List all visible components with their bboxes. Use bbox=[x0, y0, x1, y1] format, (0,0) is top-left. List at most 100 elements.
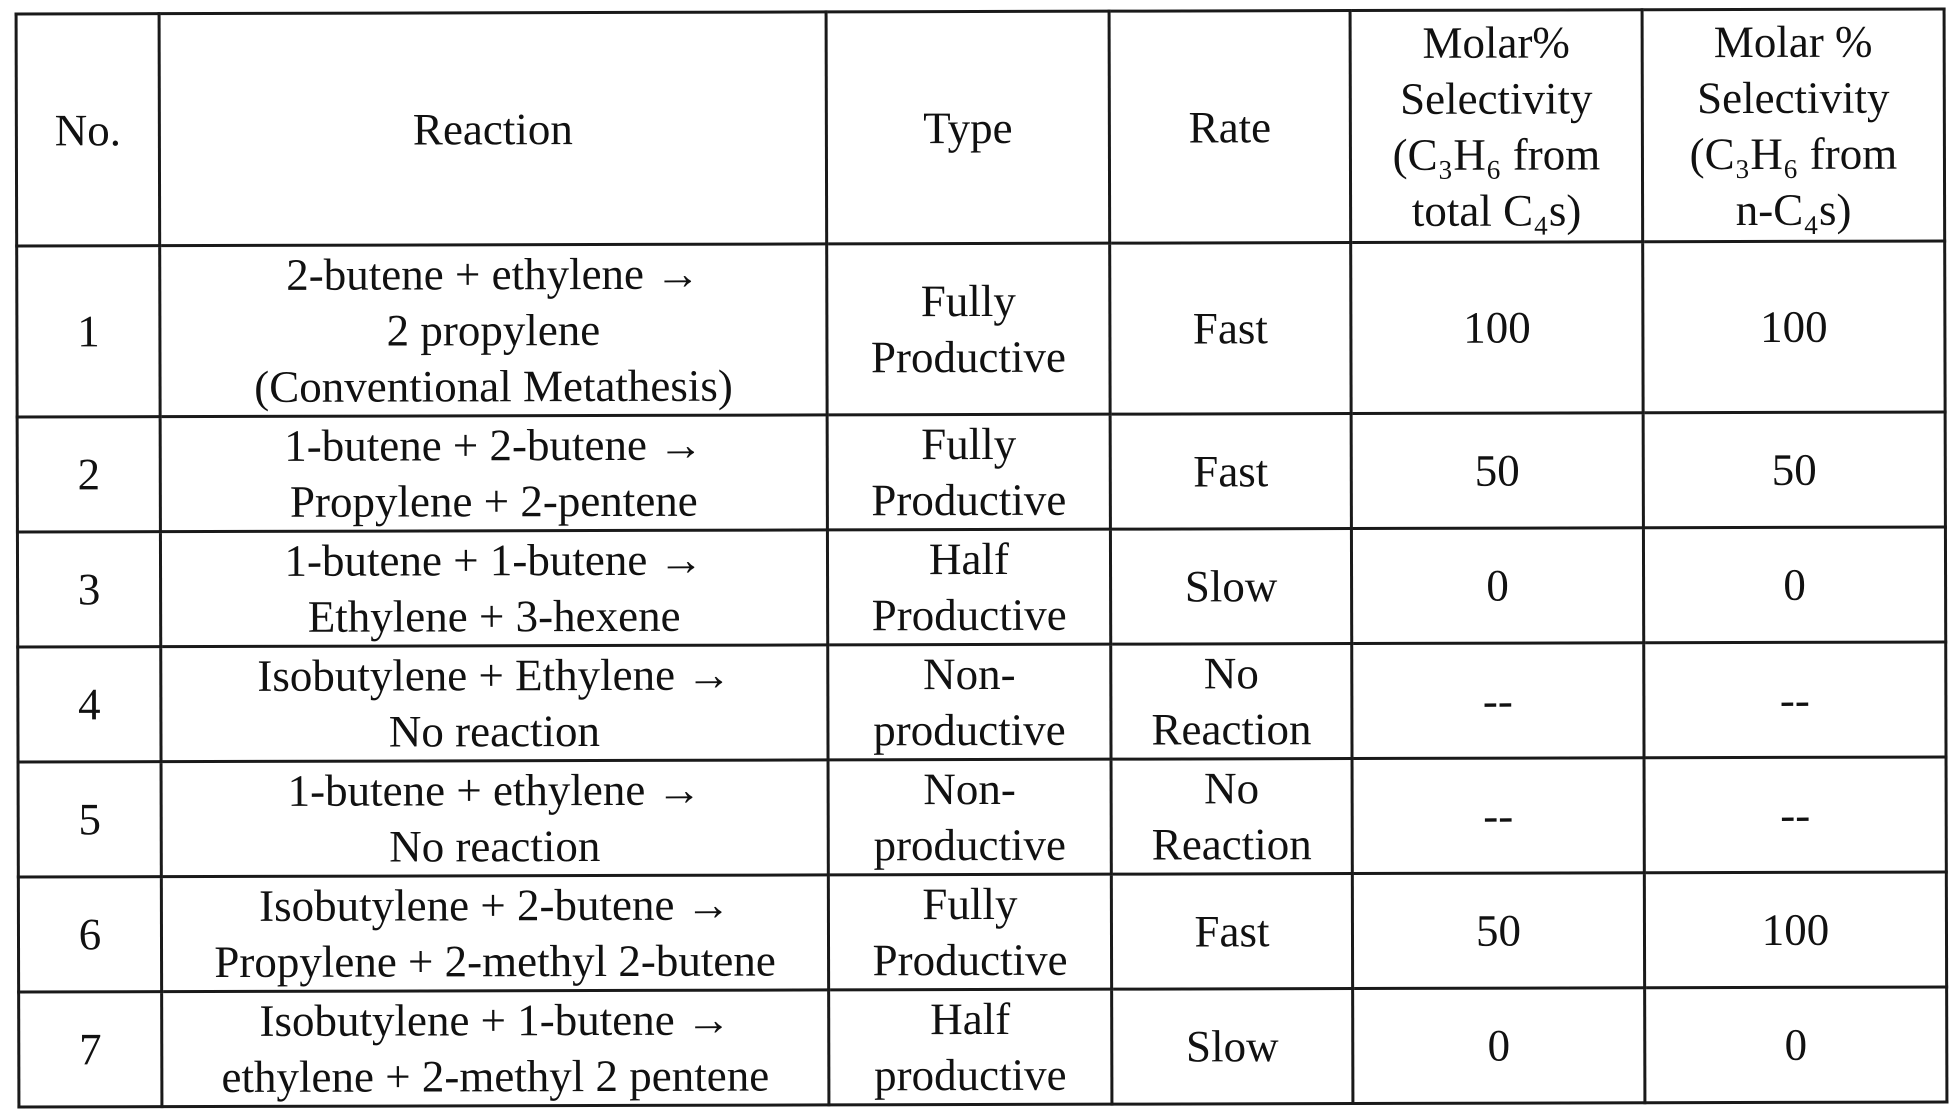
reaction-line: No reaction bbox=[389, 820, 601, 872]
rate-line: Fast bbox=[1193, 446, 1269, 497]
cell-reaction: Isobutylene + Ethylene → No reaction bbox=[160, 644, 829, 762]
cell-rate: Fast bbox=[1109, 242, 1352, 415]
table-row: 5 1-butene + ethylene → No reaction Non-… bbox=[18, 756, 1947, 878]
document-page: No. Reaction Type Rate Molar% Selectivit… bbox=[16, 8, 1947, 1108]
rate-line: No bbox=[1203, 648, 1259, 699]
type-line: productive bbox=[873, 704, 1066, 756]
type-line: productive bbox=[874, 1049, 1067, 1101]
cell-selectivity-n: 0 bbox=[1644, 986, 1947, 1103]
cell-no: 7 bbox=[18, 991, 162, 1108]
header-rate: Rate bbox=[1109, 10, 1351, 244]
cell-rate: Slow bbox=[1110, 528, 1352, 645]
header-selectivity-n: Molar % Selectivity (C₃H₆ from n-C₄s) bbox=[1642, 8, 1945, 242]
header-no: No. bbox=[16, 13, 160, 247]
cell-no: 2 bbox=[17, 416, 161, 533]
cell-rate: No Reaction bbox=[1110, 643, 1353, 760]
reaction-line: Propylene + 2-pentene bbox=[289, 475, 698, 527]
reaction-line: Isobutylene + Ethylene → bbox=[257, 649, 732, 701]
cell-no: 5 bbox=[18, 761, 162, 878]
cell-selectivity-n: -- bbox=[1644, 756, 1947, 873]
cell-selectivity-n: 0 bbox=[1643, 526, 1946, 643]
reaction-line: Ethylene + 3-hexene bbox=[307, 590, 681, 642]
cell-selectivity-total: -- bbox=[1352, 757, 1645, 874]
rate-line: Reaction bbox=[1151, 704, 1312, 755]
table-row: 3 1-butene + 1-butene → Ethylene + 3-hex… bbox=[17, 526, 1946, 648]
type-line: Half bbox=[930, 993, 1011, 1045]
cell-rate: No Reaction bbox=[1111, 758, 1353, 875]
header-line: Molar% bbox=[1422, 16, 1570, 68]
reaction-line: 1-butene + 2-butene → bbox=[284, 419, 704, 471]
reaction-line: 1-butene + 1-butene → bbox=[284, 534, 704, 586]
reaction-line: Propylene + 2-methyl 2-butene bbox=[214, 935, 776, 988]
cell-selectivity-total: 0 bbox=[1351, 527, 1644, 644]
header-reaction: Reaction bbox=[159, 11, 827, 246]
header-line: (C₃H₆ from bbox=[1689, 128, 1898, 179]
cell-type: Non- productive bbox=[828, 759, 1112, 875]
reaction-line: 1-butene + ethylene → bbox=[287, 764, 702, 816]
type-line: Fully bbox=[922, 878, 1018, 930]
reaction-line: 2-butene + ethylene → bbox=[286, 248, 701, 300]
table-row: 7 Isobutylene + 1-butene → ethylene + 2-… bbox=[18, 986, 1947, 1108]
type-line: Productive bbox=[870, 331, 1067, 383]
rate-line: Fast bbox=[1192, 303, 1268, 354]
table-row: 2 1-butene + 2-butene → Propylene + 2-pe… bbox=[17, 411, 1946, 533]
header-line: (C₃H₆ from bbox=[1392, 128, 1601, 180]
type-line: Non- bbox=[923, 763, 1016, 815]
cell-type: Fully Productive bbox=[828, 874, 1112, 990]
rate-line: Slow bbox=[1185, 1021, 1279, 1072]
cell-type: Half productive bbox=[828, 989, 1112, 1105]
cell-selectivity-n: -- bbox=[1643, 641, 1947, 758]
reaction-line: Isobutylene + 2-butene → bbox=[259, 879, 731, 931]
cell-selectivity-n: 100 bbox=[1642, 240, 1946, 413]
table-row: 6 Isobutylene + 2-butene → Propylene + 2… bbox=[18, 871, 1947, 993]
header-line: Selectivity bbox=[1696, 72, 1890, 123]
cell-selectivity-total: 100 bbox=[1350, 241, 1644, 414]
cell-rate: Fast bbox=[1110, 413, 1352, 530]
cell-no: 6 bbox=[18, 876, 162, 993]
cell-selectivity-total: 50 bbox=[1351, 412, 1644, 529]
cell-reaction: Isobutylene + 1-butene → ethylene + 2-me… bbox=[161, 989, 829, 1107]
type-line: Productive bbox=[872, 934, 1068, 986]
type-line: productive bbox=[873, 819, 1067, 871]
type-line: Productive bbox=[871, 589, 1067, 641]
reaction-line: ethylene + 2-methyl 2 pentene bbox=[221, 1050, 770, 1102]
type-line: Productive bbox=[871, 474, 1067, 526]
cell-reaction: 1-butene + ethylene → No reaction bbox=[161, 759, 829, 877]
cell-reaction: 1-butene + 2-butene → Propylene + 2-pent… bbox=[160, 414, 828, 532]
cell-reaction: 1-butene + 1-butene → Ethylene + 3-hexen… bbox=[160, 529, 828, 647]
header-line: Molar % bbox=[1713, 16, 1873, 67]
reaction-line: 2 propylene bbox=[386, 304, 601, 356]
type-line: Non- bbox=[922, 648, 1016, 700]
cell-reaction: Isobutylene + 2-butene → Propylene + 2-m… bbox=[161, 874, 829, 992]
type-line: Fully bbox=[921, 418, 1017, 470]
metathesis-reaction-table: No. Reaction Type Rate Molar% Selectivit… bbox=[15, 7, 1949, 1108]
cell-type: Fully Productive bbox=[826, 243, 1111, 415]
cell-no: 1 bbox=[16, 245, 161, 418]
table-header-row: No. Reaction Type Rate Molar% Selectivit… bbox=[16, 8, 1945, 247]
rate-line: Reaction bbox=[1151, 819, 1312, 870]
table-row: 4 Isobutylene + Ethylene → No reaction N… bbox=[17, 641, 1947, 763]
cell-no: 3 bbox=[17, 531, 161, 648]
cell-selectivity-n: 100 bbox=[1644, 871, 1947, 988]
reaction-line: (Conventional Metathesis) bbox=[254, 360, 733, 412]
cell-reaction: 2-butene + ethylene → 2 propylene (Conve… bbox=[159, 243, 828, 417]
reaction-line: Isobutylene + 1-butene → bbox=[259, 994, 732, 1046]
cell-type: Fully Productive bbox=[827, 414, 1111, 530]
cell-no: 4 bbox=[17, 646, 162, 763]
type-line: Half bbox=[928, 533, 1010, 585]
cell-rate: Fast bbox=[1111, 873, 1353, 990]
header-line: n-C₄s) bbox=[1735, 184, 1852, 235]
cell-rate: Slow bbox=[1111, 988, 1353, 1105]
rate-line: Fast bbox=[1194, 906, 1270, 957]
rate-line: No bbox=[1204, 763, 1260, 814]
cell-selectivity-total: 50 bbox=[1352, 872, 1645, 989]
cell-type: Non- productive bbox=[827, 644, 1112, 760]
cell-selectivity-total: 0 bbox=[1352, 987, 1645, 1104]
header-line: total C₄s) bbox=[1411, 184, 1582, 236]
type-line: Fully bbox=[920, 275, 1016, 327]
header-line: Selectivity bbox=[1399, 72, 1593, 124]
reaction-line: No reaction bbox=[388, 705, 601, 757]
rate-line: Slow bbox=[1184, 561, 1278, 612]
header-type: Type bbox=[826, 11, 1110, 244]
cell-type: Half Productive bbox=[827, 529, 1111, 645]
